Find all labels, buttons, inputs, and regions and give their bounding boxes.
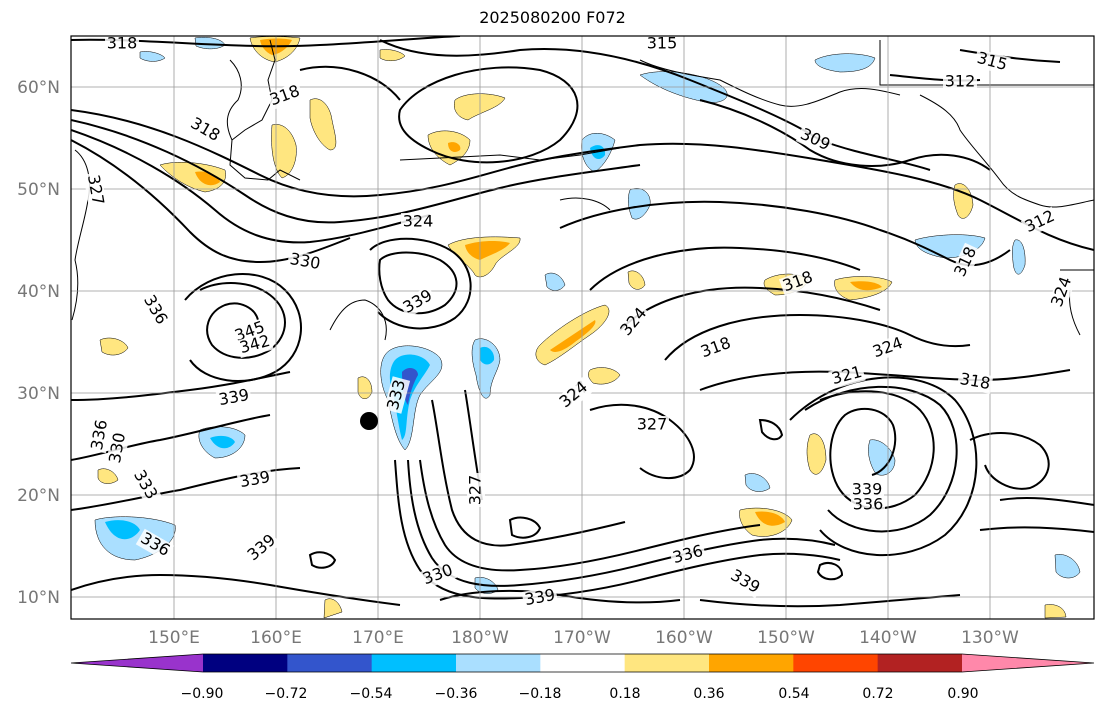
- contour-label-background: [215, 386, 253, 410]
- contour-label-background: [616, 303, 652, 341]
- lon-label: 140°W: [859, 628, 917, 648]
- contour-label-background: [669, 541, 707, 569]
- contour-label-background: [401, 213, 435, 231]
- contour-label-background: [1047, 272, 1077, 312]
- colorbar-tick-label: −0.72: [265, 686, 308, 702]
- contour-label-background: [973, 48, 1011, 76]
- colorbar-low-extend: [71, 654, 203, 672]
- contour-label-background: [1020, 206, 1060, 238]
- colorbar-segment: [203, 654, 288, 672]
- colorbar-outline: [70, 653, 1095, 673]
- colorbar-tick-label: 0.36: [693, 686, 724, 702]
- contour-label: 318: [107, 34, 138, 53]
- lon-label: 160°E: [250, 628, 302, 648]
- contour-label-background: [286, 250, 324, 274]
- contour-label-background: [398, 285, 438, 319]
- contour-label-background: [467, 473, 485, 507]
- storm-center-marker: [360, 412, 378, 430]
- lon-label: 130°W: [961, 628, 1019, 648]
- contour-label-background: [185, 113, 225, 147]
- lat-label: 20°N: [17, 486, 60, 506]
- colorbar-segment: [793, 654, 879, 672]
- contour-label-background: [943, 73, 977, 91]
- lon-label: 160°W: [655, 628, 713, 648]
- colorbar-segment: [456, 654, 541, 672]
- colorbar-segment: [624, 654, 710, 672]
- colorbar-tick-label: 0.18: [609, 686, 640, 702]
- contour-label: 312: [945, 72, 976, 91]
- isentrope-contours: [71, 36, 1094, 608]
- colorbar-tick-label: 0.72: [862, 686, 893, 702]
- contour-label-background: [725, 565, 765, 599]
- longitude-labels: 150°E 160°E 170°E 180°W 170°W 160°W 150°…: [148, 628, 1019, 648]
- colorbar-segment: [709, 654, 794, 672]
- contour-label-background: [128, 465, 162, 505]
- contour-label-background: [243, 530, 281, 566]
- contour-label-background: [850, 481, 884, 499]
- contour-label-background: [83, 171, 107, 209]
- contour-label: 324: [403, 212, 434, 231]
- contour-label-background: [236, 468, 274, 492]
- contour-label-background: [106, 429, 130, 467]
- colorbar: [70, 653, 1095, 673]
- colorbar-tick-label: −0.36: [435, 686, 478, 702]
- contour-label-background: [795, 124, 835, 156]
- contour-label: 327: [637, 415, 668, 434]
- contour-label-background: [521, 586, 559, 610]
- contour-label-background: [956, 370, 994, 394]
- contour-label-background: [645, 36, 679, 53]
- colorbar-tick-label: −0.18: [519, 686, 562, 702]
- lat-label: 50°N: [17, 180, 60, 200]
- lat-label: 40°N: [17, 282, 60, 302]
- contour-label-background: [236, 331, 274, 359]
- contour-label: 327: [466, 475, 485, 506]
- contour-label-background: [778, 267, 818, 297]
- colorbar-segment: [287, 654, 373, 672]
- lon-label: 180°W: [451, 628, 509, 648]
- contour-label-background: [555, 377, 593, 413]
- contour-label-background: [230, 317, 270, 347]
- map-frame: [70, 35, 1095, 620]
- lat-label: 60°N: [17, 78, 60, 98]
- contour-label: 315: [647, 34, 678, 53]
- colorbar-segment: [540, 654, 626, 672]
- lat-label: 30°N: [17, 384, 60, 404]
- colorbar-high-extend: [962, 654, 1094, 672]
- colorbar-tick-label: 0.54: [778, 686, 809, 702]
- map-title: 2025080200 F072: [479, 8, 626, 27]
- coastlines: [71, 39, 1094, 336]
- contour-label-background: [696, 333, 736, 363]
- lon-label: 150°W: [757, 628, 815, 648]
- colorbar-segment: [877, 654, 963, 672]
- latitude-labels: 60°N 50°N 40°N 30°N 20°N 10°N: [17, 78, 60, 608]
- contour-label-background: [265, 81, 305, 111]
- contour-label: 339: [852, 480, 883, 499]
- contour-label-background: [135, 528, 175, 562]
- lon-label: 150°E: [148, 628, 200, 648]
- contour-label-background: [635, 416, 669, 434]
- lat-label: 10°N: [17, 588, 60, 608]
- lon-label: 170°W: [553, 628, 611, 648]
- contour-label-background: [138, 290, 172, 330]
- colorbar-tick-label: −0.54: [350, 686, 393, 702]
- contour-label-background: [105, 36, 139, 53]
- colorbar-tick-labels: −0.90 −0.72 −0.54 −0.36 −0.18 0.18 0.36 …: [181, 686, 979, 702]
- colorbar-segment: [371, 654, 457, 672]
- contour-label-background: [828, 362, 866, 390]
- contour-label-background: [88, 416, 112, 454]
- colorbar-tick-label: −0.90: [181, 686, 224, 702]
- contour-label-background: [868, 333, 908, 363]
- colorbar-tick-label: 0.90: [947, 686, 978, 702]
- contour-label-background: [418, 560, 458, 590]
- contour-label-background: [950, 242, 982, 282]
- thin-contours: [329, 197, 611, 341]
- contour-label-background: [851, 496, 885, 514]
- lon-label: 170°E: [352, 628, 404, 648]
- contour-label: 336: [853, 495, 884, 514]
- contour-label-background: [383, 376, 411, 414]
